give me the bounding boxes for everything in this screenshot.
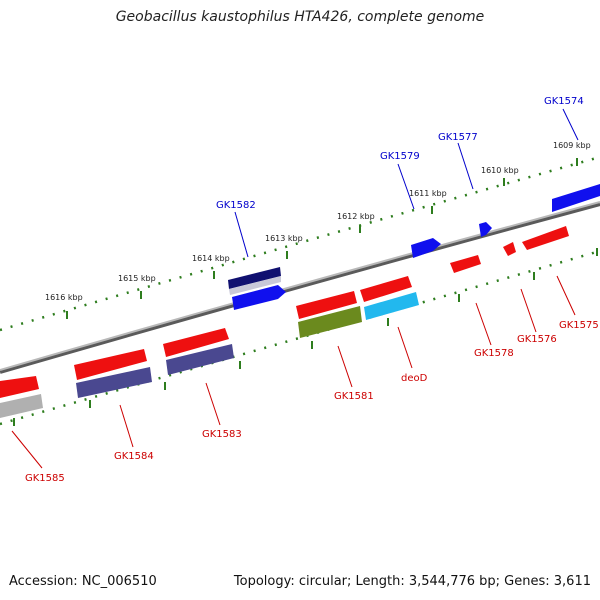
label-gk1583[interactable]: GK1583 xyxy=(202,429,242,440)
leader-gk1583 xyxy=(205,382,221,426)
kbp-tick-label: 1609 kbp xyxy=(553,141,591,150)
label-gk1584[interactable]: GK1584 xyxy=(114,451,154,462)
label-gk1585[interactable]: GK1585 xyxy=(25,473,65,484)
gene-bar-gk1585[interactable] xyxy=(0,394,43,418)
kbp-tick-label: 1615 kbp xyxy=(118,274,156,283)
leader-gk1582 xyxy=(234,211,249,258)
gene-bar-gk1582-shadow xyxy=(229,276,281,295)
gene-bar-gk1581[interactable] xyxy=(298,306,362,338)
gene-bar-gk1584[interactable] xyxy=(76,367,152,398)
label-gk1582[interactable]: GK1582 xyxy=(216,200,256,211)
kbp-tick-label: 1610 kbp xyxy=(481,166,519,175)
gene-arrow-gk1574[interactable] xyxy=(552,184,600,212)
label-gk1581[interactable]: GK1581 xyxy=(334,391,374,402)
leader-gk1574 xyxy=(562,108,579,141)
label-gk1579[interactable]: GK1579 xyxy=(380,151,420,162)
gene-arrow-gk1575[interactable] xyxy=(522,226,569,250)
leader-gk1585 xyxy=(11,430,43,469)
kbp-tick-label: 1612 kbp xyxy=(337,212,375,221)
label-leaders xyxy=(11,108,579,469)
gene-arrow-gk1584-red[interactable] xyxy=(74,349,147,380)
gene-arrow-gk1577[interactable] xyxy=(479,222,492,237)
gene-labels: GK1574 GK1577 GK1579 GK1582 GK1575 GK157… xyxy=(25,96,599,484)
leader-gk1581 xyxy=(337,345,353,388)
gene-arrow-gk1579[interactable] xyxy=(411,238,441,258)
leader-gk1575 xyxy=(556,275,576,316)
genome-backbone-shadow xyxy=(0,202,600,374)
kbp-tick-label: 1613 kbp xyxy=(265,234,303,243)
label-gk1575[interactable]: GK1575 xyxy=(559,320,599,331)
gene-bar-gk1583[interactable] xyxy=(166,344,234,375)
leader-deoD xyxy=(397,326,413,369)
kbp-labels: 1609 kbp 1610 kbp 1611 kbp 1612 kbp 1613 kbp… xyxy=(45,141,591,302)
leader-gk1579 xyxy=(397,163,415,210)
gene-bar-gk1582-top[interactable] xyxy=(228,267,281,289)
map-title: Geobacillus kaustophilus HTA426, complet… xyxy=(115,9,485,25)
leader-gk1578 xyxy=(475,302,492,346)
leader-gk1584 xyxy=(119,404,134,448)
major-ticks-lower xyxy=(13,248,598,426)
gene-bar-deoD[interactable] xyxy=(364,292,419,320)
leader-gk1577 xyxy=(457,142,474,190)
label-gk1574[interactable]: GK1574 xyxy=(544,96,584,107)
genome-summary-text: Topology: circular; Length: 3,544,776 bp… xyxy=(233,574,591,589)
gene-arrow-deoD-red[interactable] xyxy=(360,276,412,302)
kbp-tick-label: 1614 kbp xyxy=(192,254,230,263)
gene-arrow-gk1581-red[interactable] xyxy=(296,291,357,319)
label-gk1576[interactable]: GK1576 xyxy=(517,334,557,345)
gene-arrow-gk1576[interactable] xyxy=(503,242,516,256)
leader-gk1576 xyxy=(520,288,537,333)
gene-arrow-gk1578[interactable] xyxy=(450,255,481,273)
label-gk1578[interactable]: GK1578 xyxy=(474,348,514,359)
label-deoD[interactable]: deoD xyxy=(401,373,428,384)
forward-genes xyxy=(228,184,600,310)
gene-arrow-gk1585-red[interactable] xyxy=(0,376,39,398)
gene-arrow-gk1583-red[interactable] xyxy=(163,328,229,357)
major-ticks-upper xyxy=(66,158,578,319)
kbp-tick-label: 1616 kbp xyxy=(45,293,83,302)
genome-backbone xyxy=(0,201,600,371)
accession-text: Accession: NC_006510 xyxy=(9,574,157,589)
gene-arrow-gk1582[interactable] xyxy=(232,285,286,310)
label-gk1577[interactable]: GK1577 xyxy=(438,132,478,143)
reverse-genes xyxy=(0,226,569,418)
kbp-tick-label: 1611 kbp xyxy=(409,189,447,198)
